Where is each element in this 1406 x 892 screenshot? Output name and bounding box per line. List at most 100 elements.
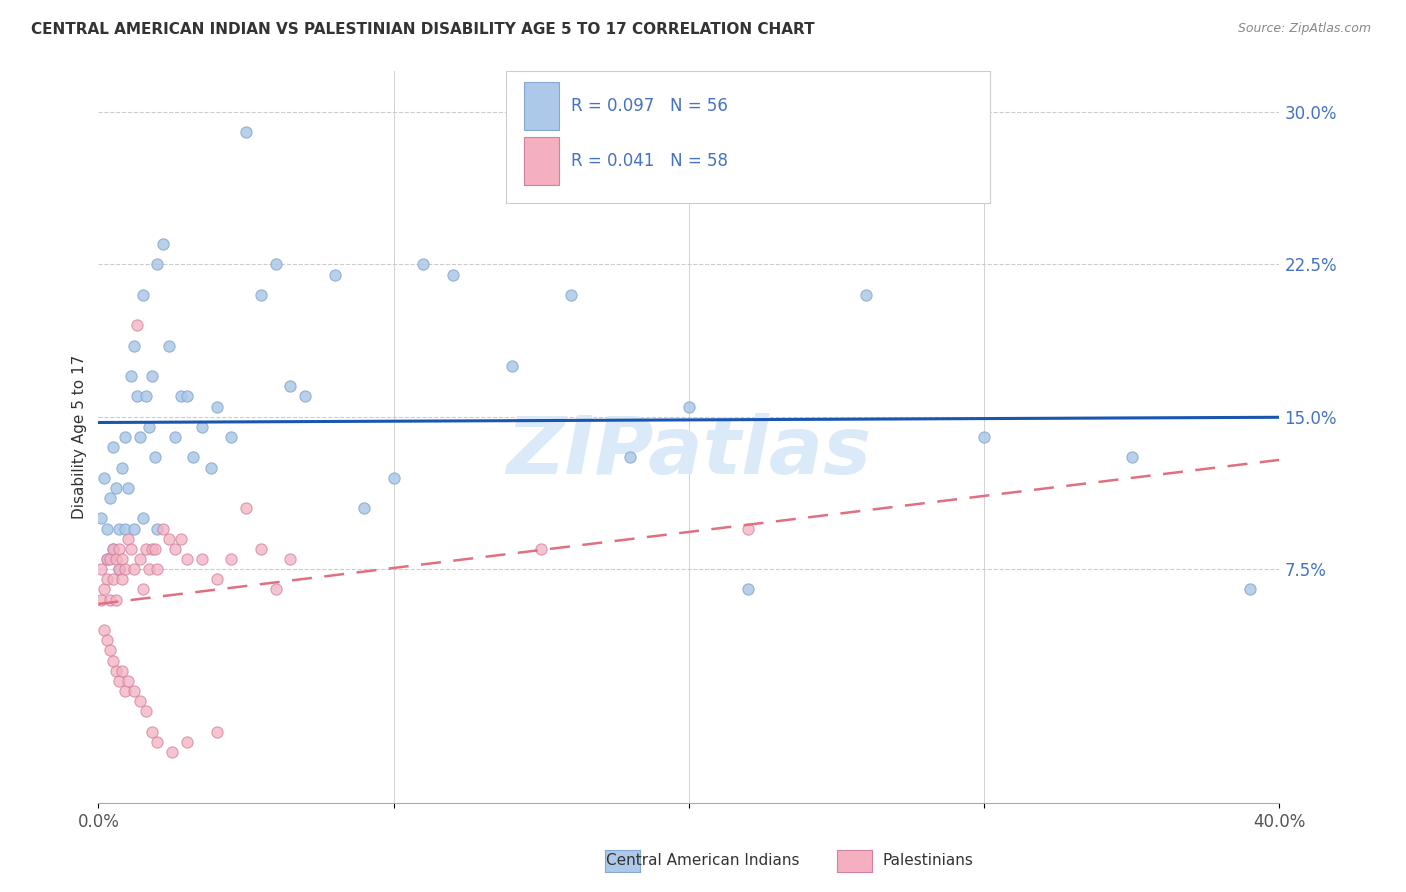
Point: [105, 552, 128, 566]
Point: [170, 389, 193, 403]
Point: [90, 592, 112, 607]
Text: Source: ZipAtlas.com: Source: ZipAtlas.com: [1237, 22, 1371, 36]
Point: [138, 420, 160, 434]
Point: [280, 552, 302, 566]
Text: Palestinians: Palestinians: [883, 854, 973, 868]
Point: [105, 481, 128, 495]
Point: [264, 257, 287, 271]
Point: [103, 440, 125, 454]
Point: [90, 511, 112, 525]
Point: [103, 572, 125, 586]
Point: [146, 257, 169, 271]
Y-axis label: Disability Age 5 to 17: Disability Age 5 to 17: [72, 355, 87, 519]
Text: ZIPatlas: ZIPatlas: [506, 413, 872, 491]
Point: [165, 430, 187, 444]
Point: [176, 552, 198, 566]
Point: [120, 369, 142, 384]
Point: [98, 592, 121, 607]
Point: [114, 430, 136, 444]
Point: [141, 541, 163, 556]
Point: [200, 460, 222, 475]
Point: [181, 450, 204, 465]
Point: [125, 389, 148, 403]
Point: [737, 521, 759, 535]
Point: [191, 552, 214, 566]
Point: [165, 541, 187, 556]
Point: [146, 521, 169, 535]
Point: [250, 541, 273, 556]
Point: [530, 541, 553, 556]
Point: [122, 684, 145, 698]
Point: [128, 694, 150, 708]
Point: [96, 521, 118, 535]
Point: [122, 521, 145, 535]
Point: [117, 532, 139, 546]
Point: [501, 359, 523, 373]
Point: [128, 430, 150, 444]
Point: [125, 318, 148, 333]
Point: [170, 532, 193, 546]
Point: [96, 633, 118, 648]
Point: [98, 643, 121, 657]
Point: [93, 582, 115, 597]
Point: [143, 541, 166, 556]
Point: [1239, 582, 1261, 597]
Point: [108, 562, 131, 576]
Point: [855, 288, 877, 302]
Point: [441, 268, 464, 282]
Point: [141, 369, 163, 384]
Point: [152, 237, 174, 252]
Point: [221, 430, 243, 444]
Bar: [523, 137, 560, 185]
Point: [105, 592, 128, 607]
Point: [111, 572, 134, 586]
Point: [96, 552, 118, 566]
Point: [205, 400, 228, 414]
Point: [117, 481, 139, 495]
Point: [108, 521, 131, 535]
Point: [111, 460, 134, 475]
Text: CENTRAL AMERICAN INDIAN VS PALESTINIAN DISABILITY AGE 5 TO 17 CORRELATION CHART: CENTRAL AMERICAN INDIAN VS PALESTINIAN D…: [31, 22, 814, 37]
Point: [280, 379, 302, 393]
Point: [973, 430, 995, 444]
Point: [114, 562, 136, 576]
Point: [235, 125, 257, 139]
Point: [205, 724, 228, 739]
Point: [117, 673, 139, 688]
Point: [103, 541, 125, 556]
Point: [108, 673, 131, 688]
Point: [98, 552, 121, 566]
Point: [135, 389, 157, 403]
Point: [135, 541, 157, 556]
Point: [353, 501, 375, 516]
FancyBboxPatch shape: [506, 71, 990, 203]
Point: [108, 562, 131, 576]
Point: [96, 552, 118, 566]
Point: [560, 288, 582, 302]
Text: R = 0.041   N = 58: R = 0.041 N = 58: [571, 152, 728, 170]
Point: [138, 562, 160, 576]
Point: [176, 389, 198, 403]
Point: [250, 288, 273, 302]
Point: [132, 582, 155, 597]
Point: [132, 511, 155, 525]
Point: [619, 450, 641, 465]
Point: [737, 582, 759, 597]
Point: [128, 552, 150, 566]
Point: [114, 684, 136, 698]
Point: [323, 268, 346, 282]
Point: [176, 735, 198, 749]
Point: [93, 623, 115, 637]
Point: [264, 582, 287, 597]
Point: [152, 521, 174, 535]
Point: [162, 745, 183, 759]
Point: [205, 572, 228, 586]
Point: [122, 562, 145, 576]
Point: [678, 400, 700, 414]
Point: [108, 541, 131, 556]
Point: [221, 552, 243, 566]
Point: [105, 664, 128, 678]
Point: [146, 562, 169, 576]
Point: [111, 664, 134, 678]
Point: [132, 288, 155, 302]
